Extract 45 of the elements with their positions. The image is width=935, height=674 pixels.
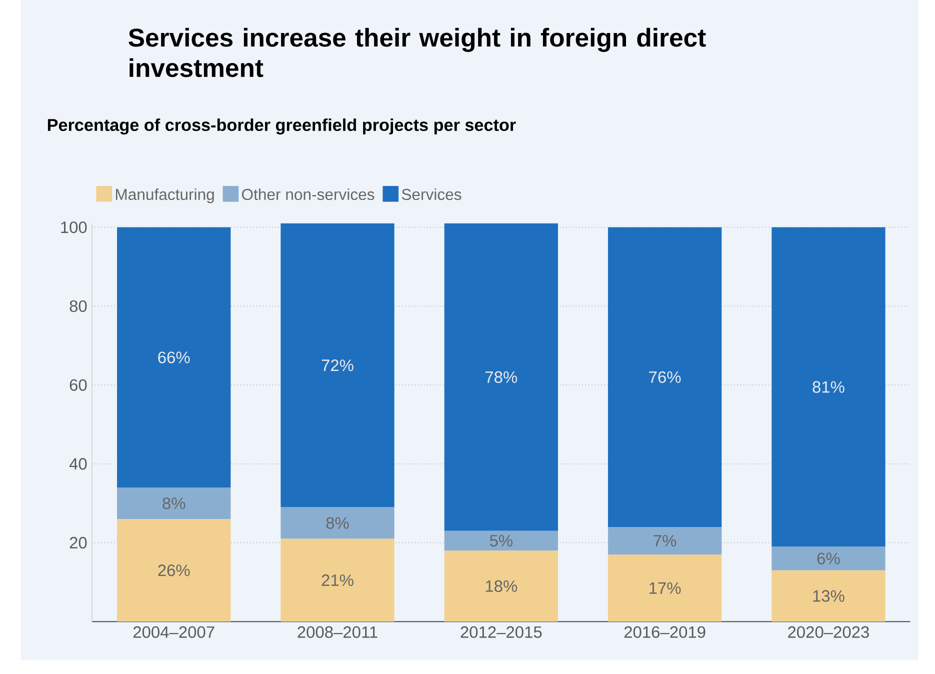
bar <box>280 223 394 508</box>
y-tick-label: 100 <box>61 221 87 234</box>
data-label: 66% <box>158 352 190 364</box>
data-label: 26% <box>158 564 190 576</box>
data-label: 18% <box>486 580 518 592</box>
x-tick-label: 2020–2023 <box>788 626 869 638</box>
data-label: 21% <box>322 574 354 586</box>
legend-label: Services <box>402 188 462 200</box>
data-label: 6% <box>817 552 840 564</box>
y-tick-label: 20 <box>70 536 87 549</box>
data-label: 8% <box>326 517 349 529</box>
x-tick-label: 2016–2019 <box>624 626 706 638</box>
x-tick-label: 2012–2015 <box>460 626 542 638</box>
bar <box>444 530 558 551</box>
bar <box>280 538 394 622</box>
bar <box>772 546 886 570</box>
bar <box>608 526 722 555</box>
bar <box>280 507 394 539</box>
legend-label: Manufacturing <box>116 188 214 204</box>
bar <box>117 488 231 520</box>
bar <box>444 550 558 622</box>
data-label: 8% <box>162 497 186 510</box>
data-label: 76% <box>649 371 681 383</box>
bar <box>772 227 886 547</box>
x-tick-label: 2008–2011 <box>298 626 378 638</box>
bar <box>117 227 231 488</box>
data-label: 7% <box>654 535 676 547</box>
bar <box>444 223 558 531</box>
y-tick-label: 40 <box>69 458 87 470</box>
bar <box>608 554 722 622</box>
data-label: 78% <box>486 371 518 383</box>
y-tick-label: 60 <box>70 379 87 391</box>
x-tick-label: 2004–2007 <box>133 626 214 638</box>
chart-title: Services increase their weight in foreign direct investment <box>128 28 706 78</box>
data-label: 5% <box>490 534 512 547</box>
bar <box>117 519 231 622</box>
y-tick-label: 80 <box>70 300 87 312</box>
data-label: 81% <box>812 381 844 393</box>
data-label: 13% <box>813 590 844 602</box>
data-label: 72% <box>322 360 354 372</box>
data-label: 17% <box>650 582 681 594</box>
legend-label: Other non-services <box>242 188 374 200</box>
bar <box>608 227 722 527</box>
chart-subtitle: Percentage of cross-border greenfield projects per sector <box>48 118 516 135</box>
bar <box>772 570 886 622</box>
